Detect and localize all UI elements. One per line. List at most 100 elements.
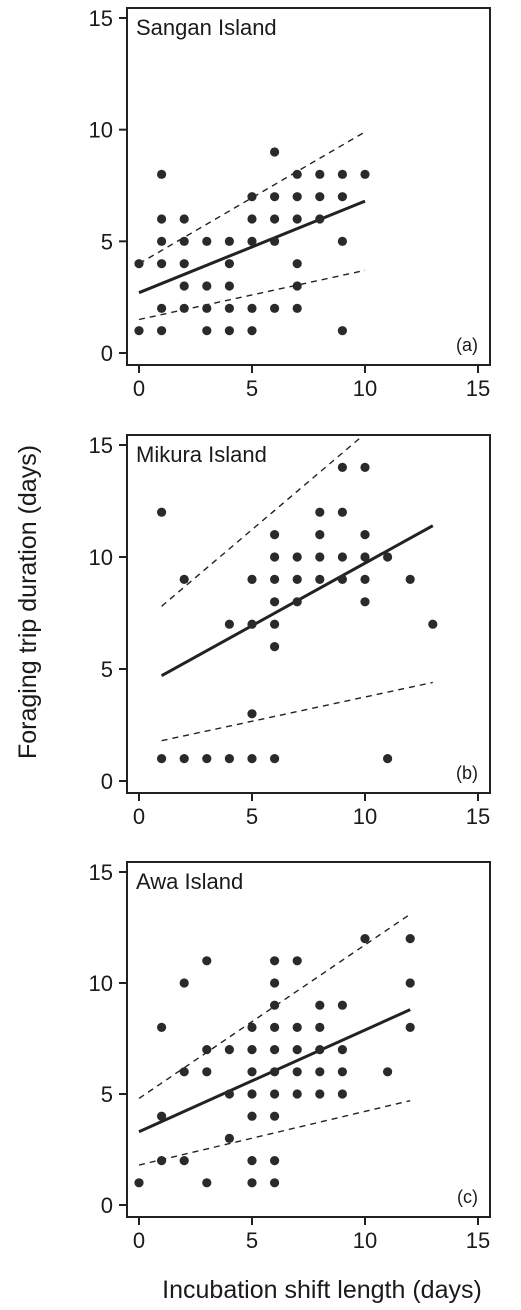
data-point (337, 1089, 347, 1099)
data-point (157, 754, 167, 764)
data-point (270, 978, 280, 988)
data-point (224, 1045, 234, 1055)
data-point (270, 552, 280, 562)
data-point (247, 1089, 257, 1099)
panel-label: (c) (457, 1187, 478, 1207)
data-point (315, 507, 325, 517)
y-tick-label: 5 (101, 1082, 113, 1107)
data-point (383, 1067, 393, 1077)
data-point (270, 1067, 280, 1077)
chart-panel-3: 0 5 10 15 0 5 10 15 Awa Island (c) (89, 860, 491, 1253)
lower-bound-line (161, 681, 433, 742)
x-tick-label: 0 (133, 1228, 145, 1253)
chart-panel-2: 0 5 10 15 0 5 10 15 Mikura Island (b) (89, 433, 491, 829)
panel-frame (126, 7, 491, 366)
data-point (292, 1067, 302, 1077)
data-point (315, 169, 325, 179)
data-point (224, 303, 234, 313)
data-point (270, 147, 280, 157)
plot-area (134, 913, 415, 1188)
data-point (405, 574, 415, 585)
x-tick-label: 5 (246, 376, 258, 401)
data-point (428, 619, 438, 629)
data-point (157, 236, 167, 246)
data-point (247, 326, 257, 336)
data-point (247, 1045, 257, 1055)
data-point (202, 956, 212, 966)
x-tick-label: 0 (133, 804, 145, 829)
data-point (270, 192, 280, 202)
data-point (270, 956, 280, 966)
data-point (202, 236, 212, 246)
y-tick-label: 10 (89, 118, 113, 143)
plot-area (134, 131, 370, 336)
data-point (157, 1111, 167, 1121)
data-point (179, 754, 189, 764)
data-point (337, 1067, 347, 1077)
data-point (224, 281, 234, 291)
data-point (247, 1111, 257, 1121)
data-point (270, 1111, 280, 1121)
data-point (224, 259, 234, 269)
data-point (315, 1089, 325, 1099)
panel-title: Mikura Island (136, 442, 267, 467)
x-tick-label: 10 (353, 804, 377, 829)
data-point (292, 1022, 302, 1032)
data-point (405, 1022, 415, 1032)
data-point (337, 326, 347, 336)
data-point (315, 1000, 325, 1010)
data-point (315, 1022, 325, 1032)
upper-bound-line (161, 435, 365, 607)
data-point (315, 1067, 325, 1077)
data-point (157, 259, 167, 269)
data-point (202, 281, 212, 291)
data-point (292, 956, 302, 966)
data-point (292, 1045, 302, 1055)
data-point (337, 507, 347, 517)
data-point (360, 597, 370, 607)
data-point (224, 326, 234, 336)
data-point (202, 1067, 212, 1077)
data-point (292, 1089, 302, 1099)
y-tick-label: 0 (101, 341, 113, 366)
panels: 0 5 10 15 0 5 10 15 Sangan Island (a) 0 5 10 15 0 5 10 15… (89, 6, 491, 1253)
plot-area (157, 435, 438, 764)
data-point (270, 1156, 280, 1166)
data-point (292, 303, 302, 313)
data-point (405, 934, 415, 944)
x-tick-label: 10 (353, 1228, 377, 1253)
x-tick-label: 5 (246, 804, 258, 829)
data-point (247, 1022, 257, 1032)
data-point (270, 1022, 280, 1032)
data-point (179, 214, 189, 224)
data-point (292, 552, 302, 562)
data-point (360, 574, 370, 585)
data-point (292, 192, 302, 202)
data-point (337, 192, 347, 202)
panel-title: Sangan Island (136, 15, 277, 40)
data-point (202, 303, 212, 313)
y-tick-label: 10 (89, 545, 113, 570)
data-point (157, 326, 167, 336)
data-point (270, 597, 280, 607)
y-tick-label: 0 (101, 1193, 113, 1218)
data-point (247, 303, 257, 313)
data-point (202, 1178, 212, 1188)
data-point (134, 259, 144, 269)
data-point (247, 214, 257, 224)
data-point (337, 169, 347, 179)
x-tick-label: 15 (466, 804, 490, 829)
y-tick-label: 0 (101, 769, 113, 794)
data-point (247, 1178, 257, 1188)
data-point (247, 192, 257, 202)
data-point (270, 303, 280, 313)
data-point (157, 303, 167, 313)
data-point (157, 1156, 167, 1166)
data-point (337, 462, 347, 472)
data-point (202, 754, 212, 764)
data-point (157, 1022, 167, 1032)
data-point (292, 214, 302, 224)
data-point (247, 574, 257, 585)
data-point (224, 1089, 234, 1099)
